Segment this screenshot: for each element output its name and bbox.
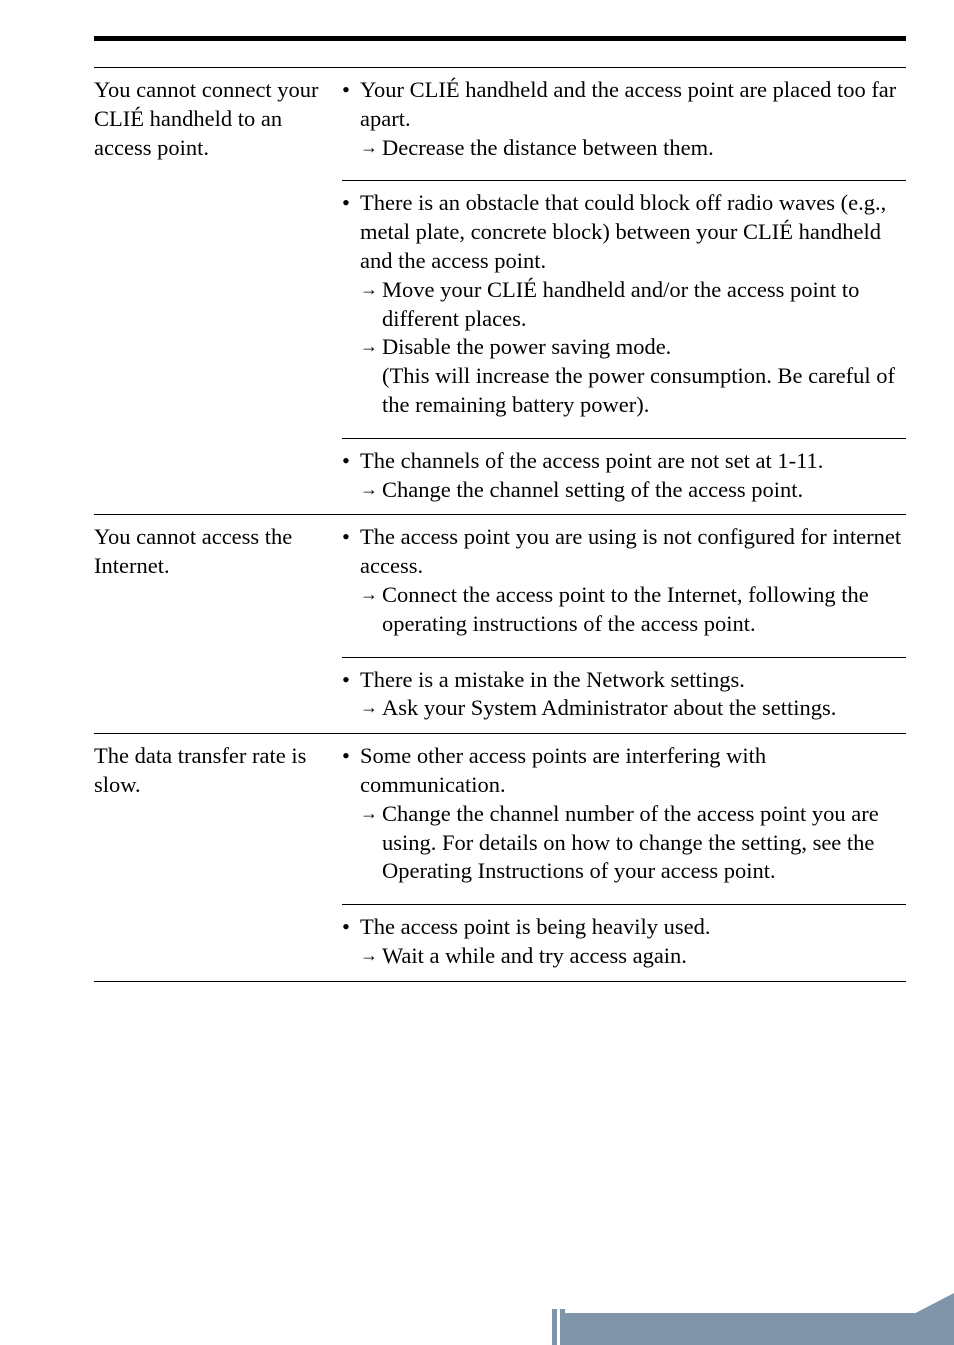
table-row: You cannot access the Internet. The acce… (94, 515, 906, 649)
cause-cell: The access point you are using is not co… (342, 515, 906, 649)
solution-text: Change the channel setting of the access… (382, 477, 803, 502)
symptom-cell: You cannot connect your CLIÉ handheld to… (94, 68, 342, 515)
solution-text: Change the channel number of the access … (382, 801, 879, 884)
table-row (94, 981, 906, 982)
solution-text: Wait a while and try access again. (382, 943, 687, 968)
cause-text: Some other access points are interfering… (360, 743, 766, 797)
cause-cell: Some other access points are interfering… (342, 734, 906, 896)
symptom-cell: The data transfer rate is slow. (94, 734, 342, 982)
solution-text: Disable the power saving mode. (382, 334, 671, 359)
solution-note: (This will increase the power consumptio… (382, 363, 895, 417)
solution-text: Connect the access point to the Internet… (382, 582, 869, 636)
page: You cannot connect your CLIÉ handheld to… (0, 0, 954, 1345)
cause-cell: The access point is being heavily used. … (342, 896, 906, 981)
cause-text: The access point is being heavily used. (360, 914, 711, 939)
cause-text: The access point you are using is not co… (360, 524, 901, 578)
cause-cell: There is an obstacle that could block of… (342, 172, 906, 429)
cause-text: There is an obstacle that could block of… (360, 190, 886, 273)
symptom-text: You cannot access the Internet. (94, 524, 292, 578)
symptom-text: You cannot connect your CLIÉ handheld to… (94, 77, 319, 160)
footer-triangle (854, 1293, 954, 1345)
solution-text: Decrease the distance between them. (382, 135, 714, 160)
troubleshooting-table: You cannot connect your CLIÉ handheld to… (94, 67, 906, 982)
solution-text: Move your CLIÉ handheld and/or the acces… (382, 277, 859, 331)
cause-text: The channels of the access point are not… (360, 448, 823, 473)
cause-text: Your CLIÉ handheld and the access point … (360, 77, 896, 131)
cause-cell: The channels of the access point are not… (342, 430, 906, 515)
footer-decoration (394, 1289, 954, 1345)
symptom-text: The data transfer rate is slow. (94, 743, 306, 797)
table-row: You cannot connect your CLIÉ handheld to… (94, 68, 906, 173)
solution-text: Ask your System Administrator about the … (382, 695, 836, 720)
cause-text: There is a mistake in the Network settin… (360, 667, 745, 692)
top-rule (94, 36, 906, 41)
table-row: The data transfer rate is slow. Some oth… (94, 734, 906, 896)
cause-cell: There is a mistake in the Network settin… (342, 649, 906, 734)
symptom-cell: You cannot access the Internet. (94, 515, 342, 734)
cause-cell: Your CLIÉ handheld and the access point … (342, 68, 906, 173)
